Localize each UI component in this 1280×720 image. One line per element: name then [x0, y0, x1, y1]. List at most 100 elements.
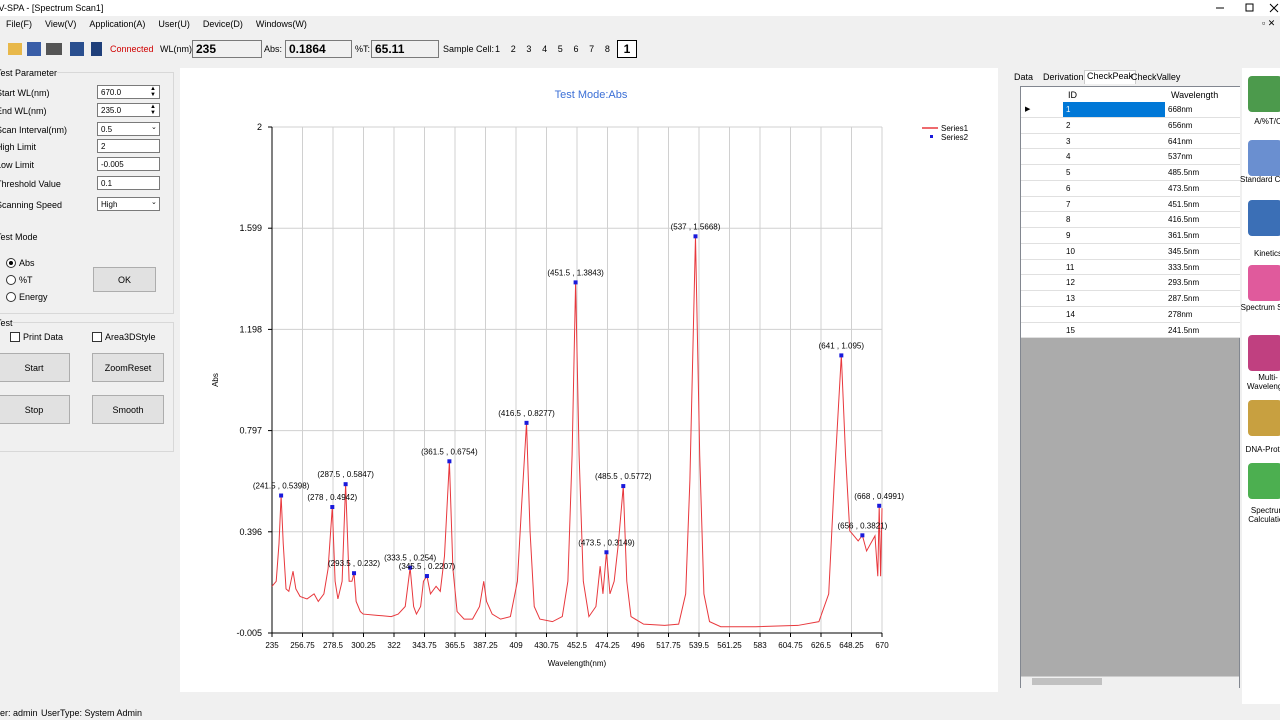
menu-item[interactable]: Device(D)	[202, 19, 243, 29]
app-label[interactable]: Multi-Wavelength	[1247, 373, 1280, 391]
field-input[interactable]: High	[97, 197, 160, 211]
wavelength-cell[interactable]: 473.5nm	[1168, 183, 1200, 193]
tab[interactable]: CheckPeak	[1084, 70, 1137, 84]
id-cell[interactable]: 5	[1066, 168, 1071, 177]
scroll-thumb[interactable]	[1032, 678, 1102, 685]
id-cell[interactable]: 10	[1066, 246, 1075, 256]
sample-cell[interactable]: 4	[542, 44, 548, 54]
radio[interactable]	[6, 258, 16, 268]
wavelength-cell[interactable]: 361.5nm	[1168, 231, 1200, 240]
id-cell[interactable]: 2	[1066, 120, 1071, 130]
id-cell[interactable]: 8	[1066, 215, 1071, 225]
app-icon[interactable]	[1248, 265, 1280, 301]
peak-marker	[573, 280, 578, 285]
field-input[interactable]: 0.1	[97, 176, 160, 190]
checkbox[interactable]	[92, 332, 102, 342]
field-input[interactable]: 670.0	[97, 85, 160, 99]
id-cell[interactable]: 14	[1066, 309, 1075, 319]
peak-label: (485.5 , 0.5772)	[595, 472, 652, 481]
tab[interactable]: Data	[1014, 72, 1034, 82]
id-cell[interactable]: 13	[1066, 294, 1075, 303]
menu-item[interactable]: File(F)	[6, 19, 32, 29]
checkbox[interactable]	[10, 332, 20, 342]
wavelength-cell[interactable]: 656nm	[1168, 120, 1193, 130]
spinner[interactable]: ▲ ▼	[150, 86, 156, 98]
menu-item[interactable]: View(V)	[45, 19, 77, 29]
app-label[interactable]: DNA-Protein	[1245, 445, 1280, 454]
peak-label: (668 , 0.4991)	[854, 492, 904, 501]
menu-item[interactable]: Application(A)	[89, 19, 146, 29]
sample-cell[interactable]: 8	[604, 44, 610, 54]
app-label[interactable]: Spectrum Calculation	[1248, 506, 1280, 524]
peak-label: (641 , 1.095)	[819, 341, 865, 350]
wavelength-cell[interactable]: 416.5nm	[1168, 215, 1200, 225]
app-icon[interactable]	[1248, 140, 1280, 176]
field-label: Threshold Value	[0, 179, 61, 189]
id-cell[interactable]: 6	[1066, 183, 1071, 193]
id-cell[interactable]: 9	[1066, 231, 1071, 240]
id-cell[interactable]: 4	[1066, 152, 1071, 162]
window-controls[interactable]	[1210, 0, 1280, 16]
field-input[interactable]: 235.0	[97, 103, 160, 117]
field-input[interactable]: 2	[97, 139, 160, 153]
app-label[interactable]: Standard Curve	[1239, 175, 1280, 184]
spinner[interactable]: ▲ ▼	[150, 104, 156, 116]
peak-marker	[352, 571, 357, 576]
toolbar-icons[interactable]	[0, 40, 105, 58]
legend-marker	[930, 135, 933, 138]
wavelength-cell[interactable]: 287.5nm	[1168, 294, 1200, 303]
sample-cell[interactable]: 5	[557, 44, 563, 54]
sample-cell[interactable]: 7	[589, 44, 595, 54]
status-user: User: admin	[0, 708, 38, 718]
button[interactable]: Smooth	[92, 395, 164, 424]
dropdown-arrow[interactable]: ⌄	[151, 199, 157, 206]
id-cell[interactable]: 12	[1066, 278, 1075, 288]
button[interactable]: Stop	[0, 395, 70, 424]
app-label[interactable]: Kinetics	[1253, 249, 1280, 258]
button[interactable]: Start	[0, 353, 70, 382]
menu-item[interactable]: User(U)	[158, 19, 190, 29]
wavelength-cell[interactable]: 278nm	[1168, 309, 1193, 319]
sample-cell[interactable]: 1	[495, 44, 501, 54]
row-selector[interactable]: ▶	[1025, 106, 1031, 113]
field-input[interactable]: -0.005	[97, 157, 160, 171]
app-icon[interactable]	[1248, 76, 1280, 112]
ok-button[interactable]: OK	[93, 267, 156, 292]
dropdown-arrow[interactable]: ⌄	[151, 124, 157, 131]
peak-marker	[839, 353, 844, 358]
app-icon[interactable]	[1248, 335, 1280, 371]
tab[interactable]: Derivation	[1043, 72, 1084, 82]
wavelength-cell[interactable]: 641nm	[1168, 136, 1193, 146]
wavelength-cell[interactable]: 241.5nm	[1168, 325, 1200, 335]
wavelength-cell[interactable]: 668nm	[1168, 105, 1193, 114]
menu-item[interactable]: Windows(W)	[255, 19, 307, 29]
wavelength-cell[interactable]: 485.5nm	[1168, 168, 1200, 177]
wavelength-cell[interactable]: 537nm	[1168, 152, 1193, 162]
id-cell[interactable]: 3	[1066, 136, 1071, 146]
tab[interactable]: CheckValley	[1131, 72, 1181, 82]
id-cell[interactable]: 11	[1066, 262, 1075, 272]
id-cell[interactable]: 15	[1066, 325, 1075, 335]
menu-bar: File(F) View(V) Application(A) User(U) Devic…	[6, 19, 307, 29]
wavelength-cell[interactable]: 345.5nm	[1168, 246, 1200, 256]
field-input[interactable]: 0.5	[97, 122, 160, 136]
app-label[interactable]: A/%T/C	[1254, 117, 1280, 126]
app-label[interactable]: Spectrum Scan	[1240, 303, 1280, 312]
wavelength-cell[interactable]: 333.5nm	[1168, 262, 1200, 272]
app-icon[interactable]	[1248, 400, 1280, 436]
button[interactable]: ZoomReset	[92, 353, 164, 382]
app-icon[interactable]	[1248, 463, 1280, 499]
id-cell[interactable]: 7	[1066, 199, 1071, 209]
wavelength-cell[interactable]: 293.5nm	[1168, 278, 1200, 288]
sample-cell[interactable]: 6	[573, 44, 579, 54]
sample-cell[interactable]: 2	[510, 44, 516, 54]
mdi-controls[interactable]: ▫ ✕	[1262, 18, 1276, 28]
x-tick-label: 365.5	[445, 641, 466, 650]
peak-label: (278 , 0.4942)	[307, 493, 357, 502]
radio[interactable]	[6, 275, 16, 285]
sample-cell[interactable]: 3	[526, 44, 532, 54]
app-icon[interactable]	[1248, 200, 1280, 236]
radio[interactable]	[6, 292, 16, 302]
id-cell[interactable]: 1	[1063, 102, 1165, 117]
wavelength-cell[interactable]: 451.5nm	[1168, 199, 1200, 209]
